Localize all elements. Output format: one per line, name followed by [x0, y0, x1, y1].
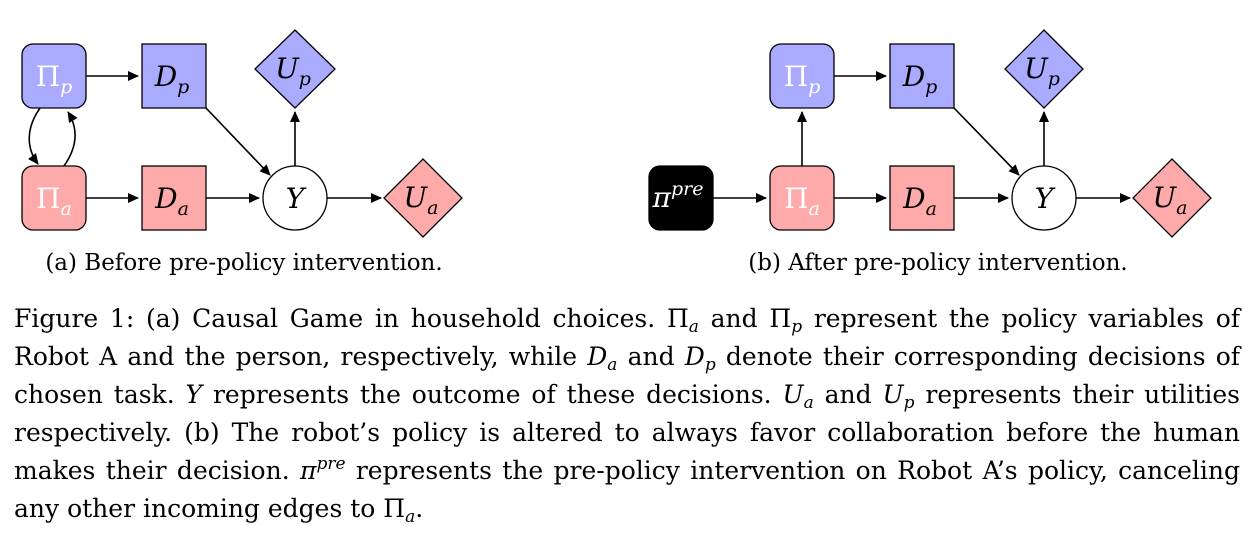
svg-text:Da: Da: [154, 182, 189, 220]
svg-text:Πa: Πa: [36, 182, 72, 220]
node-a-u-a: [383, 158, 463, 238]
node-a-pi-p-label: Π: [36, 60, 60, 93]
svg-text:Dp: Dp: [154, 60, 190, 98]
node-b-u-a: [1132, 158, 1212, 238]
svg-text:Πp: Πp: [784, 60, 821, 98]
svg-text:Up: Up: [1024, 52, 1060, 90]
node-b-d-p-label: D: [902, 60, 925, 93]
svg-text:Πa: Πa: [784, 182, 820, 220]
node-a-u-p: [254, 29, 336, 109]
node-b-u-p: [1004, 29, 1084, 109]
node-a-d-a-label: D: [154, 182, 177, 215]
node-a-pi-p: [21, 43, 87, 109]
node-a-u-p-label: U: [275, 52, 300, 85]
edge-a-pip-pia: [28, 107, 41, 165]
node-a-pi-a: [21, 165, 87, 231]
node-b-u-p-label: U: [1024, 52, 1049, 85]
edge-b-dp-y: [953, 107, 1020, 176]
node-a-d-p-label: D: [154, 60, 177, 93]
node-b-pi-a: [769, 165, 835, 231]
node-b-y-label: Y: [1035, 182, 1056, 215]
node-b-d-a: [889, 165, 955, 231]
node-b-pi-p-label: Π: [784, 60, 808, 93]
panel-a-label: (a) Before pre-policy intervention.: [45, 250, 442, 276]
panel-a-diagram: Πp Dp Up Πa Da Y Ua (a) Before pre-polic…: [21, 29, 463, 276]
node-b-pi-a-label: Π: [784, 182, 808, 215]
svg-text:Πp: Πp: [36, 60, 73, 98]
figure-caption: Figure 1: (a) Causal Game in household c…: [14, 304, 1240, 527]
node-a-pi-a-label: Π: [36, 182, 60, 215]
node-a-y: [262, 165, 328, 231]
node-a-y-label: Y: [286, 182, 307, 215]
node-b-pi-pre-label: π: [652, 181, 672, 214]
edge-a-dp-y: [205, 107, 271, 176]
edge-a-pia-pip: [63, 111, 78, 167]
node-b-pi-pre: [648, 165, 714, 231]
svg-text:Dp: Dp: [902, 60, 938, 98]
node-a-u-a-label: U: [404, 181, 429, 214]
svg-text:Ua: Ua: [1153, 181, 1188, 219]
panel-b-label: (b) After pre-policy intervention.: [748, 250, 1127, 276]
node-b-d-a-label: D: [902, 182, 925, 215]
node-b-d-p: [889, 43, 955, 109]
node-b-pi-p: [769, 43, 835, 109]
causal-game-figure: Πp Dp Up Πa Da Y Ua (a) Before pre-polic…: [21, 29, 1212, 276]
node-b-u-a-label: U: [1153, 181, 1178, 214]
svg-text:Ua: Ua: [404, 181, 439, 219]
node-a-d-p: [141, 43, 207, 109]
svg-text:πpre: πpre: [652, 178, 704, 214]
node-a-d-a: [141, 165, 207, 231]
svg-text:Up: Up: [275, 52, 311, 90]
node-b-y: [1011, 165, 1077, 231]
svg-text:Da: Da: [902, 182, 937, 220]
panel-b-diagram: πpre Πp Dp Up Πa Da Y Ua (b) After pre-p…: [648, 29, 1212, 276]
